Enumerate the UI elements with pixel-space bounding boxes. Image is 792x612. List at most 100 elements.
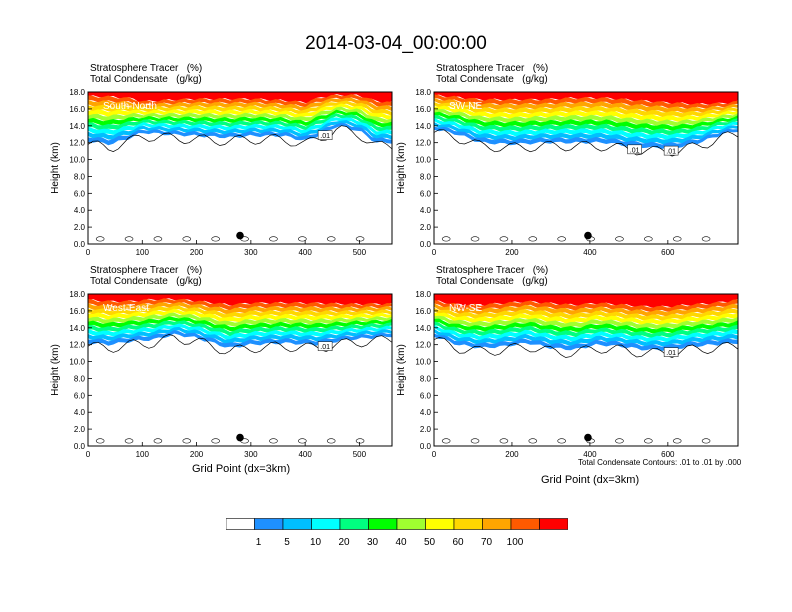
tracer-band	[434, 315, 738, 330]
x-tick-label: 200	[190, 450, 204, 459]
tracer-band	[434, 328, 738, 347]
y-tick-label: 4.0	[74, 206, 86, 215]
contour-label: .01	[666, 149, 676, 156]
tracer-band	[88, 320, 392, 337]
y-tick-label: 8.0	[74, 172, 86, 181]
colorbar-box	[396, 518, 426, 530]
x-tick-label: 0	[86, 248, 91, 257]
header-line2: Total Condensate (g/kg)	[436, 74, 548, 85]
header-line1: Stratosphere Tracer (%)	[90, 63, 203, 74]
tracer-band	[434, 324, 738, 343]
y-tick-label: 6.0	[420, 391, 432, 400]
tracer-band	[88, 109, 392, 128]
plot-frame	[87, 293, 393, 447]
condensate-contour	[88, 334, 392, 355]
header-line2: Total Condensate (g/kg)	[90, 74, 202, 85]
y-tick-label: 2.0	[420, 425, 432, 434]
tracer-band	[88, 330, 392, 348]
x-tick-label: 0	[432, 450, 437, 459]
y-tick-label: 0.0	[420, 442, 432, 451]
tracer-band	[88, 308, 392, 323]
y-axis-label: Height (km)	[396, 344, 407, 396]
panel-west-east: .01 0.0 2.0 4.0 6.0 8.0 10.0 12.0 14.0 16.0 18.0 0 1…	[50, 290, 393, 459]
surface-contour	[644, 438, 653, 444]
tracer-band	[88, 323, 392, 341]
colorbar-box	[339, 518, 369, 530]
x-tick-label: 400	[583, 450, 597, 459]
x-tick-label: 0	[432, 248, 437, 257]
surface-contour	[441, 438, 451, 444]
y-tick-label: 4.0	[420, 206, 432, 215]
panel-south-north: .01 0.0 2.0 4.0 6.0 8.0 10.0 12.0 14.0 16.0 18.0 0 1…	[50, 88, 393, 257]
y-tick-label: 6.0	[420, 189, 432, 198]
tracer-band	[88, 316, 392, 332]
plot-area: .01 .01	[434, 92, 738, 242]
y-tick-label: 12.0	[415, 139, 431, 148]
y-tick-label: 8.0	[74, 374, 86, 383]
y-tick-label: 16.0	[69, 105, 85, 114]
y-tick-label: 14.0	[415, 324, 431, 333]
surface-contour	[701, 236, 711, 242]
x-axis-title-right: Grid Point (dx=3km)	[541, 474, 640, 486]
tracer-band	[88, 106, 392, 124]
surface-contour	[326, 236, 336, 242]
tracer-band	[88, 113, 392, 132]
surface-contour	[470, 438, 480, 444]
panel-header-sw-ne: Stratosphere Tracer (%) Total Condensate …	[436, 63, 548, 85]
surface-contour	[615, 438, 624, 444]
x-tick-label: 600	[661, 248, 675, 257]
panel-title: SW-NE	[449, 101, 482, 112]
surface-contour	[528, 438, 538, 444]
surface-contour	[211, 438, 220, 444]
colorbar-label: 100	[506, 537, 524, 548]
y-tick-label: 6.0	[74, 189, 86, 198]
tracer-band	[88, 122, 392, 146]
colorbar-label: 10	[309, 537, 322, 548]
surface-contour	[298, 236, 307, 242]
x-axis-title-left: Grid Point (dx=3km)	[192, 463, 291, 475]
tracer-band	[434, 299, 738, 313]
contour-label: .01	[320, 133, 330, 140]
y-tick-label: 6.0	[74, 391, 86, 400]
y-tick-label: 14.0	[415, 122, 431, 131]
surface-contour	[182, 236, 192, 242]
surface-contour	[355, 438, 365, 444]
plot-area: .01	[88, 294, 392, 444]
tracer-band	[88, 326, 392, 344]
y-tick-label: 10.0	[69, 358, 85, 367]
y-tick-label: 12.0	[69, 139, 85, 148]
surface-contour	[557, 236, 566, 242]
contour-label: .01	[320, 344, 330, 351]
y-tick-label: 8.0	[420, 172, 432, 181]
tracer-band	[434, 97, 738, 114]
x-tick-label: 200	[190, 248, 204, 257]
x-tick-label: 400	[298, 248, 312, 257]
plot-frame	[87, 91, 393, 245]
contour-label-box	[317, 130, 333, 140]
colorbar-box	[368, 518, 398, 530]
panel-title: West-East	[103, 303, 149, 314]
colorbar-label: 20	[338, 537, 350, 548]
location-marker	[584, 433, 592, 442]
x-tick-label: 500	[353, 248, 367, 257]
y-tick-label: 12.0	[69, 341, 85, 350]
surface-contour	[499, 438, 509, 444]
y-tick-label: 12.0	[415, 341, 431, 350]
tracer-band	[88, 117, 392, 136]
x-tick-label: 500	[353, 450, 367, 459]
surface-contour	[326, 438, 336, 444]
panel-header-south-north: Stratosphere Tracer (%) Total Condensate …	[90, 63, 202, 85]
surface-contour	[211, 236, 220, 242]
colorbar-label: 70	[480, 537, 493, 548]
y-tick-label: 2.0	[74, 425, 86, 434]
colorbar-label: 1	[255, 537, 262, 548]
colorbar-box	[510, 518, 540, 530]
condensate-contour	[434, 129, 738, 157]
x-tick-label: 100	[136, 450, 150, 459]
x-tick-label: 600	[661, 450, 675, 459]
y-tick-label: 10.0	[415, 156, 431, 165]
tracer-band	[434, 94, 738, 110]
tracer-band	[434, 117, 738, 140]
x-tick-label: 0	[86, 450, 91, 459]
surface-contour	[528, 236, 538, 242]
